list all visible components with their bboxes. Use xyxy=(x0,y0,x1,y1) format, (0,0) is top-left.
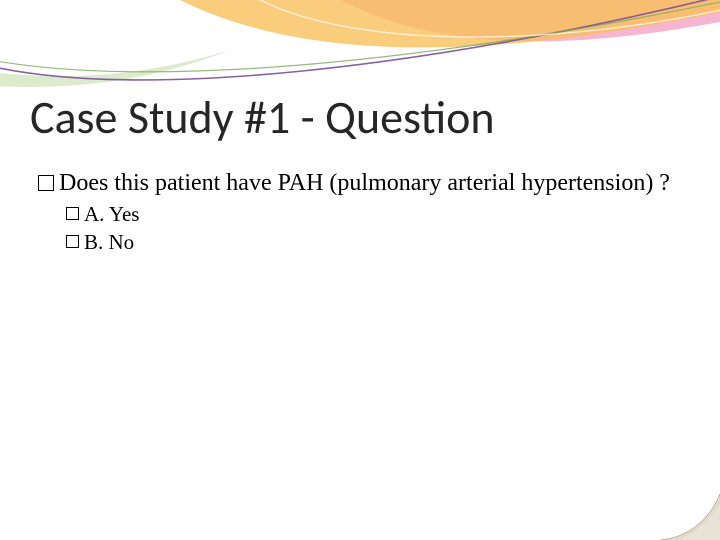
slide: Case Study #1 - Question Does this patie… xyxy=(0,0,720,540)
square-bullet-icon xyxy=(38,175,54,191)
square-bullet-icon xyxy=(66,207,79,220)
page-curl-icon xyxy=(660,494,720,540)
square-bullet-icon xyxy=(66,235,79,248)
option-line: A. Yes xyxy=(66,200,678,228)
slide-title: Case Study #1 - Question xyxy=(30,90,495,146)
option-text: B. No xyxy=(84,228,134,256)
option-text: A. Yes xyxy=(84,200,139,228)
slide-body: Does this patient have PAH (pulmonary ar… xyxy=(38,168,678,257)
question-line: Does this patient have PAH (pulmonary ar… xyxy=(38,168,678,198)
question-text: Does this patient have PAH (pulmonary ar… xyxy=(59,168,670,198)
option-line: B. No xyxy=(66,228,678,256)
